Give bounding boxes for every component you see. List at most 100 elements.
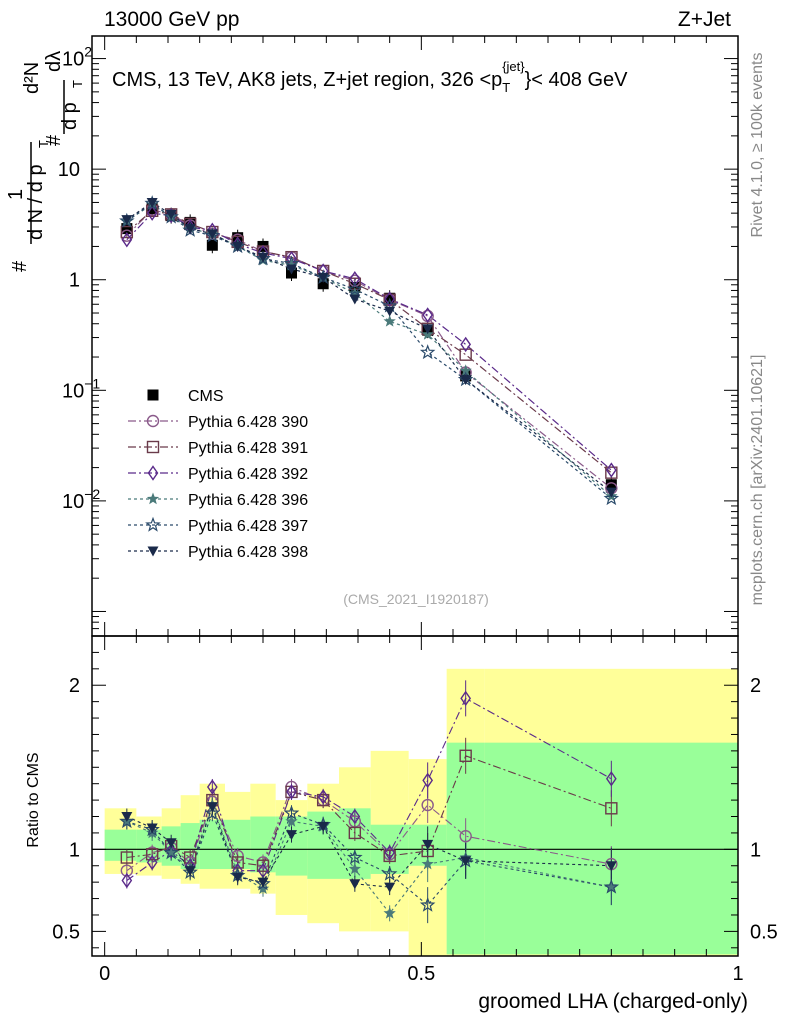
ratio-point	[163, 844, 179, 860]
data-point	[232, 241, 244, 252]
ratio-point	[121, 872, 133, 889]
y-tick-label: 10	[58, 159, 80, 181]
data-point	[459, 364, 472, 377]
data-point	[384, 291, 396, 307]
ratio-point	[459, 830, 472, 843]
data-point	[206, 239, 218, 251]
data-point	[348, 287, 361, 299]
ratio-point	[347, 849, 363, 865]
data-point	[384, 306, 396, 317]
ratio-point	[605, 802, 618, 815]
ratio-point	[605, 880, 618, 893]
ratio-point	[231, 849, 244, 863]
main-ylabel: # d N / d p T 1 # d p T d²N dλ	[5, 51, 85, 272]
ylabel-hash-2: #	[43, 134, 65, 146]
ratio-point	[460, 856, 472, 867]
ratio-point	[384, 844, 396, 861]
rivet-version-label: Rivet 4.1.0, ≥ 100k events	[749, 53, 766, 238]
main-series-line-6	[126, 201, 612, 493]
x-tick-label: 0.5	[407, 963, 435, 985]
ratio-point	[119, 813, 135, 829]
ylabel-dpT: d p	[59, 102, 81, 130]
ratio-y-tick-label: 0.5	[52, 921, 80, 943]
ratio-point	[422, 772, 434, 789]
ratio-point	[421, 857, 434, 870]
ratio-point	[165, 838, 177, 849]
ratio-point	[421, 798, 434, 812]
data-point	[206, 229, 218, 240]
data-point	[605, 487, 617, 498]
data-point	[146, 203, 158, 215]
legend-label: Pythia 6.428 391	[188, 440, 308, 457]
ratio-point	[165, 843, 177, 859]
main-series-line-5	[126, 202, 612, 499]
ratio-point	[460, 690, 472, 707]
ratio-point	[283, 804, 300, 820]
y-tick-label: 1	[69, 270, 80, 292]
ratio-point	[349, 808, 361, 825]
legend-label: Pythia 6.428 390	[188, 414, 308, 431]
x-axis-label: groomed LHA (charged-only)	[478, 990, 748, 1013]
ratio-plot: 0.5 0.5 1 1 2 2 0 0.5 1	[52, 635, 778, 985]
data-point	[422, 307, 434, 323]
ratio-point	[285, 814, 298, 827]
ratio-point	[206, 779, 218, 795]
ratio-y-tick-label: 2	[69, 675, 80, 697]
data-point	[165, 209, 177, 220]
ratio-point	[605, 861, 617, 872]
data-point	[459, 348, 472, 361]
ylabel-T2-sub: T	[70, 80, 85, 88]
data-point	[286, 264, 297, 275]
data-point	[146, 205, 158, 221]
data-point	[460, 336, 472, 353]
data-point	[349, 294, 361, 305]
legend-label: CMS	[188, 388, 224, 405]
legend-marker	[146, 414, 160, 428]
data-point	[146, 197, 158, 208]
ratio-band-green	[180, 823, 200, 870]
ratio-point	[146, 823, 158, 834]
ratio-point	[165, 846, 178, 858]
legend-marker	[145, 516, 161, 532]
ylabel-dlambda: dλ	[43, 51, 65, 72]
header-left-label: 13000 GeV pp	[104, 8, 239, 31]
legend-marker	[146, 440, 160, 454]
data-point	[121, 232, 133, 248]
data-point	[184, 224, 196, 235]
analysis-watermark: (CMS_2021_I1920187)	[343, 591, 489, 607]
ratio-point	[206, 802, 218, 813]
ratio-point	[146, 854, 158, 871]
ratio-point	[204, 804, 221, 820]
legend-label: Pythia 6.428 398	[188, 544, 308, 561]
ratio-point	[184, 866, 196, 877]
ylabel-T-sub: T	[36, 140, 51, 148]
ratio-point	[348, 826, 362, 840]
ratio-point	[383, 906, 396, 919]
data-point	[317, 278, 329, 290]
ratio-point	[286, 784, 297, 800]
x-tick-label: 1	[732, 963, 743, 985]
data-point	[605, 479, 617, 491]
main-plot: 102 10 1 10−1 10−2	[58, 35, 739, 637]
ratio-y-tick-label: 1	[69, 839, 80, 861]
legend-label: Pythia 6.428 397	[188, 518, 308, 535]
ratio-point	[257, 877, 269, 888]
data-point	[460, 375, 472, 386]
legend-marker	[147, 389, 159, 401]
ratio-point	[603, 878, 620, 894]
ratio-point	[317, 821, 329, 832]
ratio-point	[383, 849, 396, 863]
ratio-point	[349, 879, 361, 890]
data-point	[603, 490, 620, 506]
ratio-series-line-3	[126, 803, 612, 915]
ylabel-hash-1: #	[9, 260, 31, 272]
ratio-point	[605, 771, 617, 787]
legend-marker	[147, 465, 159, 481]
ratio-point	[419, 896, 436, 912]
y-tick-label: 10−2	[62, 486, 100, 513]
mcplots-label: mcplots.cern.ch [arXiv:2401.10621]	[749, 355, 766, 606]
ratio-frame	[91, 635, 739, 957]
ylabel-dN-dpT: d N / d p	[25, 164, 47, 240]
data-point	[121, 223, 133, 235]
title-sup: {jet}	[502, 59, 525, 74]
